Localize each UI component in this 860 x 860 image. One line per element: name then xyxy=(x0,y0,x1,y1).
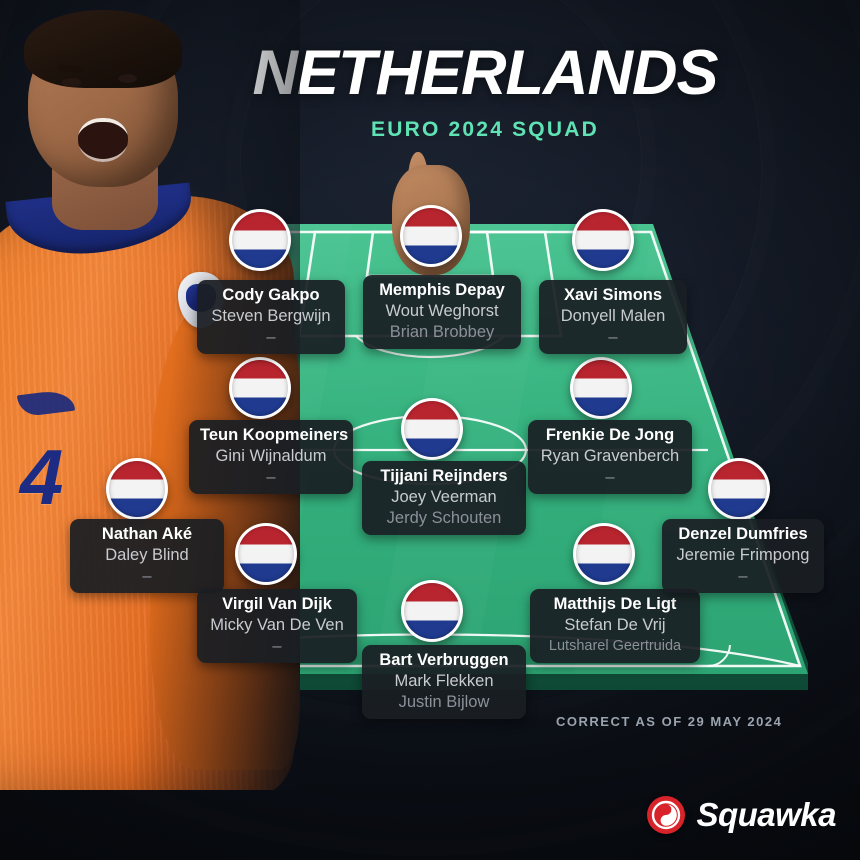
netherlands-flag-icon xyxy=(235,523,297,585)
player-first-choice: Virgil Van Dijk xyxy=(222,595,332,613)
squawka-logo[interactable]: Squawka xyxy=(647,796,836,834)
player-first-choice: Cody Gakpo xyxy=(222,286,320,304)
player-first-choice: Denzel Dumfries xyxy=(678,525,808,543)
player-third-choice: Lutsharel Geertruida xyxy=(548,638,682,654)
photo-shirt-number: 4 xyxy=(20,433,64,521)
player-card[interactable]: Cody Gakpo Steven Bergwijn – xyxy=(197,280,345,354)
squawka-mark-icon xyxy=(647,796,686,834)
player-second-choice: Joey Veerman xyxy=(391,488,497,506)
player-second-choice: Gini Wijnaldum xyxy=(215,447,327,465)
player-third-choice: Justin Bijlow xyxy=(398,693,490,711)
netherlands-flag-icon xyxy=(106,458,168,520)
correct-as-of-label: CORRECT AS OF 29 MAY 2024 xyxy=(556,714,783,729)
player-first-choice: Tijjani Reijnders xyxy=(380,467,508,485)
player-third-choice: – xyxy=(608,328,618,346)
player-third-choice: – xyxy=(266,328,276,346)
player-first-choice: Frenkie De Jong xyxy=(545,426,675,444)
photo-hair xyxy=(24,10,182,88)
player-third-choice: Jerdy Schouten xyxy=(386,509,502,527)
player-second-choice: Ryan Gravenberch xyxy=(540,447,680,465)
player-second-choice: Steven Bergwijn xyxy=(211,307,331,325)
squawka-wordmark: Squawka xyxy=(696,796,836,833)
netherlands-flag-icon xyxy=(229,357,291,419)
player-card[interactable]: Bart Verbruggen Mark Flekken Justin Bijl… xyxy=(362,645,526,719)
player-card[interactable]: Tijjani Reijnders Joey Veerman Jerdy Sch… xyxy=(362,461,526,535)
player-second-choice: Daley Blind xyxy=(105,546,189,564)
netherlands-flag-icon xyxy=(708,458,770,520)
player-third-choice: – xyxy=(272,637,282,655)
player-first-choice: Teun Koopmeiners xyxy=(200,426,349,444)
netherlands-flag-icon xyxy=(573,523,635,585)
player-third-choice: – xyxy=(605,468,615,486)
player-card[interactable]: Frenkie De Jong Ryan Gravenberch – xyxy=(528,420,692,494)
player-card[interactable]: Teun Koopmeiners Gini Wijnaldum – xyxy=(189,420,353,494)
page-subtitle: EURO 2024 SQUAD xyxy=(371,118,599,141)
player-first-choice: Bart Verbruggen xyxy=(379,651,509,669)
player-third-choice: – xyxy=(142,567,152,585)
netherlands-flag-icon xyxy=(400,205,462,267)
netherlands-flag-icon xyxy=(401,580,463,642)
player-first-choice: Memphis Depay xyxy=(379,281,505,299)
netherlands-flag-icon xyxy=(572,209,634,271)
photo-mouth xyxy=(78,118,128,162)
player-second-choice: Jeremie Frimpong xyxy=(676,546,810,564)
player-third-choice: Brian Brobbey xyxy=(389,323,495,341)
player-card[interactable]: Virgil Van Dijk Micky Van De Ven – xyxy=(197,589,357,663)
netherlands-flag-icon xyxy=(401,398,463,460)
player-second-choice: Wout Weghorst xyxy=(385,302,499,320)
player-card[interactable]: Memphis Depay Wout Weghorst Brian Brobbe… xyxy=(363,275,521,349)
player-first-choice: Matthijs De Ligt xyxy=(553,595,677,613)
player-third-choice: – xyxy=(738,567,748,585)
netherlands-flag-icon xyxy=(229,209,291,271)
netherlands-flag-icon xyxy=(570,357,632,419)
player-card[interactable]: Nathan Aké Daley Blind – xyxy=(70,519,224,593)
player-second-choice: Micky Van De Ven xyxy=(210,616,344,634)
player-first-choice: Xavi Simons xyxy=(563,286,663,304)
page-title: NETHERLANDS xyxy=(252,38,718,108)
photo-eye xyxy=(118,74,137,83)
player-card[interactable]: Xavi Simons Donyell Malen – xyxy=(539,280,687,354)
player-card[interactable]: Matthijs De Ligt Stefan De Vrij Lutshare… xyxy=(530,589,700,663)
player-second-choice: Mark Flekken xyxy=(394,672,494,690)
player-card[interactable]: Denzel Dumfries Jeremie Frimpong – xyxy=(662,519,824,593)
player-first-choice: Nathan Aké xyxy=(101,525,193,543)
player-second-choice: Donyell Malen xyxy=(560,307,666,325)
photo-eye xyxy=(62,78,81,87)
player-third-choice: – xyxy=(266,468,276,486)
player-second-choice: Stefan De Vrij xyxy=(564,616,666,634)
